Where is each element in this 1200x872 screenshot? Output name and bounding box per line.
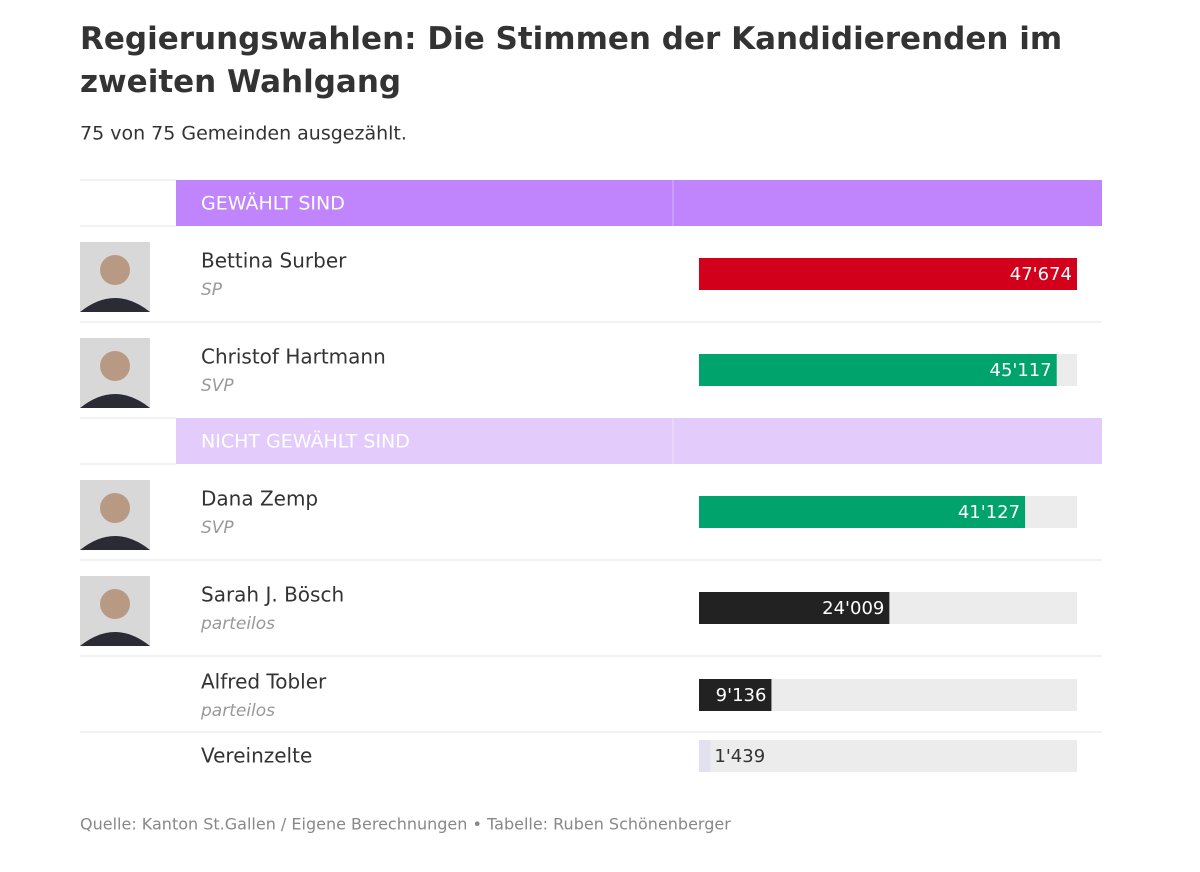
subtitle: 75 von 75 Gemeinden ausgezählt.: [80, 123, 407, 145]
photo-body: [80, 394, 150, 408]
photo-body: [80, 536, 150, 550]
value-label: 9'136: [716, 685, 767, 706]
title: Regierungswahlen: Die Stimmen der Kandid…: [80, 21, 1062, 100]
photo-head: [100, 255, 130, 285]
candidate-name: Alfred Tobler: [201, 670, 327, 694]
party: SVP: [201, 518, 234, 538]
value-label: 1'439: [714, 746, 765, 767]
bar: [699, 258, 1077, 290]
value-label: 47'674: [1010, 264, 1072, 285]
value-label: 24'009: [822, 598, 884, 619]
photo-head: [100, 493, 130, 523]
photo-head: [100, 351, 130, 381]
candidate-name: Vereinzelte: [201, 744, 312, 768]
bar: [699, 496, 1026, 528]
group-label: GEWÄHLT SIND: [201, 192, 345, 215]
candidate-name: Sarah J. Bösch: [201, 583, 344, 607]
bar: [699, 679, 772, 711]
bar: [699, 354, 1057, 386]
bar: [699, 740, 711, 772]
candidate-name: Bettina Surber: [201, 249, 347, 273]
photo-body: [80, 632, 150, 646]
candidate-name: Dana Zemp: [201, 487, 318, 511]
photo-body: [80, 298, 150, 312]
bar: [699, 592, 890, 624]
party: SVP: [201, 376, 234, 396]
value-label: 41'127: [958, 502, 1020, 523]
group-header: [176, 180, 1102, 226]
party: parteilos: [200, 614, 275, 634]
group-label: NICHT GEWÄHLT SIND: [201, 430, 410, 453]
party: parteilos: [200, 701, 275, 721]
value-label: 45'117: [990, 360, 1052, 381]
candidate-name: Christof Hartmann: [201, 345, 386, 369]
bar-track: [699, 740, 1077, 772]
party: SP: [201, 280, 223, 300]
group-header: [176, 418, 1102, 464]
photo-head: [100, 589, 130, 619]
footer: Quelle: Kanton St.Gallen / Eigene Berech…: [80, 815, 731, 834]
